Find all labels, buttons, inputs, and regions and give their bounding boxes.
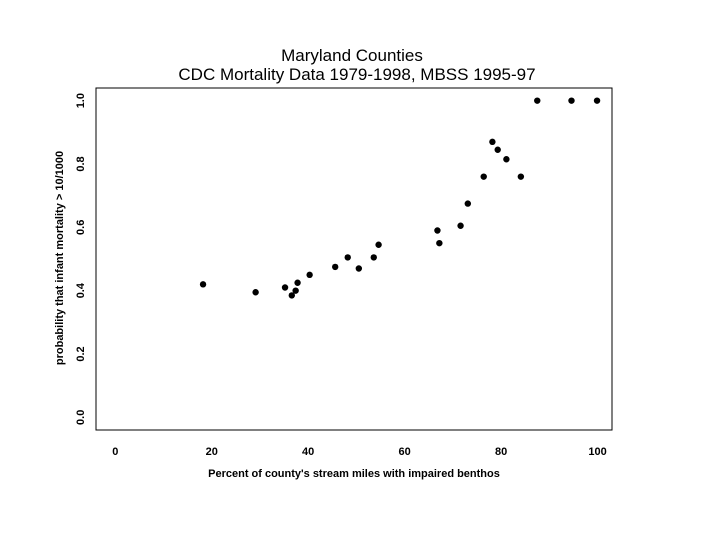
data-point	[331, 263, 339, 271]
data-point	[306, 271, 313, 279]
data-point	[464, 200, 472, 207]
data-point	[375, 241, 382, 248]
data-point	[489, 138, 496, 146]
y-tick-label: 0.4	[75, 282, 87, 298]
data-point	[294, 279, 301, 286]
data-point	[503, 156, 510, 163]
data-point	[568, 97, 575, 104]
data-point	[288, 292, 295, 299]
data-points	[199, 97, 601, 299]
data-point	[252, 289, 259, 296]
x-tick-label: 0	[112, 446, 118, 458]
data-point	[370, 254, 377, 261]
data-point	[480, 173, 487, 180]
chart-title: Maryland Counties	[281, 46, 423, 65]
x-axis: 0 20 40 60 80 100	[112, 446, 606, 458]
data-point	[517, 173, 525, 180]
x-tick-label: 20	[206, 446, 218, 458]
y-tick-label: 0.6	[75, 220, 87, 235]
data-point	[355, 265, 363, 272]
y-tick-label: 0.8	[75, 156, 87, 171]
data-point	[436, 239, 443, 247]
data-point	[292, 287, 299, 294]
data-point	[281, 284, 289, 291]
data-point	[457, 222, 464, 229]
x-tick-label: 100	[588, 446, 606, 458]
plot-frame	[95, 87, 613, 431]
x-tick-label: 40	[302, 446, 314, 458]
data-point	[434, 227, 441, 234]
data-point	[344, 254, 351, 261]
x-tick-label: 60	[399, 446, 411, 458]
y-axis-title: probability that infant mortality > 10/1…	[54, 151, 66, 365]
data-point	[593, 97, 601, 104]
y-axis: 0.0 0.2 0.4 0.6 0.8 1.0	[75, 93, 87, 425]
data-point	[199, 281, 207, 288]
x-tick-label: 80	[495, 446, 507, 458]
chart-subtitle: CDC Mortality Data 1979-1998, MBSS 1995-…	[178, 65, 535, 84]
data-point	[534, 97, 541, 104]
y-tick-label: 0.0	[75, 410, 87, 425]
y-tick-label: 0.2	[75, 346, 87, 361]
data-point	[494, 146, 501, 153]
x-axis-title: Percent of county's stream miles with im…	[208, 468, 500, 480]
y-tick-label: 1.0	[75, 93, 87, 108]
